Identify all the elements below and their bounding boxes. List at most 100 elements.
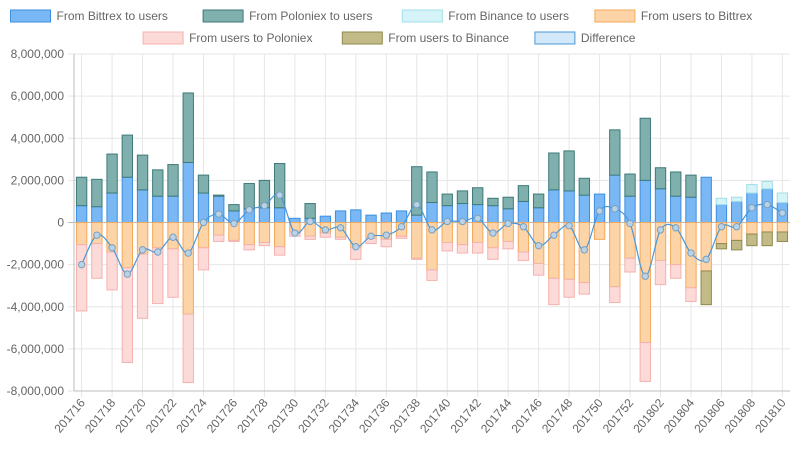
legend-label: From Poloniex to users [249, 9, 372, 23]
bar-from-users-to-poloniex [380, 238, 392, 248]
bar-from-bittrex-to-users [258, 207, 271, 224]
legend-item-from-users-to-binance: From users to Binance [341, 31, 509, 45]
series-from-poloniex-to-users [75, 92, 697, 219]
difference-point [352, 243, 360, 251]
bar-from-poloniex-to-users [136, 154, 149, 191]
bar-from-users-to-poloniex [304, 235, 316, 240]
y-tick-label: 2,000,000 [11, 173, 65, 187]
bar-from-poloniex-to-users [426, 171, 438, 203]
x-tick-label: 201736 [356, 396, 393, 436]
bar-from-bittrex-to-users [213, 195, 225, 223]
bar-from-bittrex-to-users [91, 206, 103, 223]
bar-from-bittrex-to-users [350, 209, 362, 224]
bar-from-users-to-poloniex [517, 251, 530, 261]
bar-from-bittrex-to-users [624, 195, 636, 223]
x-tick-label: 201744 [478, 396, 515, 436]
difference-point [443, 217, 451, 226]
bar-from-users-to-poloniex [228, 239, 240, 242]
difference-point [504, 219, 512, 228]
bar-from-bittrex-to-users [152, 195, 164, 223]
difference-point [565, 221, 573, 230]
x-tick-label: 201802 [630, 396, 667, 436]
x-tick-label: 201718 [82, 396, 119, 436]
legend-item-from-poloniex-to-users: From Poloniex to users [202, 9, 372, 23]
series-from-users-to-poloniex [75, 231, 697, 384]
difference-point [77, 260, 86, 269]
bar-from-users-to-poloniex [121, 267, 133, 364]
bar-from-users-to-bittrex [593, 222, 606, 240]
bar-from-users-to-poloniex [213, 234, 225, 242]
difference-point [626, 219, 634, 228]
legend-label: From users to Binance [388, 31, 509, 45]
bar-from-poloniex-to-users [532, 193, 545, 209]
bar-from-poloniex-to-users [197, 174, 210, 194]
bar-from-users-to-poloniex [441, 242, 453, 252]
bar-from-poloniex-to-users [75, 176, 88, 207]
x-tick-label: 201720 [112, 396, 149, 436]
bar-from-users-to-poloniex [487, 247, 499, 260]
bar-from-users-to-binance [731, 239, 743, 251]
bar-from-bittrex-to-users [75, 205, 88, 223]
bar-from-users-to-poloniex [258, 242, 271, 247]
difference-point [534, 241, 543, 250]
x-tick-label: 201810 [752, 396, 789, 436]
difference-point [580, 246, 589, 254]
bar-from-bittrex-to-users [563, 190, 575, 223]
bar-from-poloniex-to-users [91, 178, 103, 208]
difference-point [138, 246, 147, 254]
difference-point [108, 244, 116, 252]
bar-from-poloniex-to-users [106, 153, 118, 194]
bar-from-bittrex-to-users [670, 195, 682, 223]
difference-point [748, 204, 756, 212]
bar-from-bittrex-to-users [685, 196, 697, 224]
legend-item-from-bittrex-to-users: From Bittrex to users [10, 9, 168, 23]
bar-from-bittrex-to-users [380, 212, 392, 224]
legend-swatch [10, 9, 51, 23]
difference-point [413, 200, 421, 209]
bar-from-users-to-binance [700, 270, 712, 306]
difference-point [367, 232, 375, 240]
bar-from-poloniex-to-users [517, 185, 530, 202]
x-tick-label: 201750 [569, 396, 606, 436]
x-tick-label: 201748 [539, 396, 576, 436]
difference-point [702, 255, 710, 264]
difference-point [169, 233, 177, 241]
bar-from-poloniex-to-users [441, 193, 453, 207]
difference-point [230, 219, 238, 228]
legend-item-from-users-to-poloniex: From users to Poloniex [142, 31, 312, 45]
x-tick-label: 201742 [448, 396, 485, 436]
y-tick-label: -2,000,000 [7, 258, 65, 272]
bar-from-poloniex-to-users [487, 197, 499, 207]
bar-from-binance-to-users [761, 180, 773, 190]
y-tick-label: -4,000,000 [7, 300, 65, 314]
difference-point [763, 200, 771, 209]
difference-point [382, 231, 390, 239]
legend-item-from-users-to-bittrex: From users to Bittrex [594, 9, 752, 23]
bar-from-users-to-binance [761, 231, 773, 247]
bar-from-users-to-bittrex [700, 222, 712, 272]
bar-from-binance-to-users [776, 192, 789, 203]
difference-point [93, 231, 101, 239]
bar-from-bittrex-to-users [273, 207, 286, 224]
difference-point [550, 231, 558, 239]
y-tick-label: 8,000,000 [11, 47, 65, 61]
difference-point [260, 201, 269, 210]
bar-from-bittrex-to-users [319, 215, 332, 223]
bar-from-poloniex-to-users [228, 204, 240, 212]
bar-from-users-to-bittrex [152, 222, 164, 249]
bar-from-users-to-binance [715, 243, 728, 250]
difference-point [611, 205, 619, 213]
bar-from-bittrex-to-users [609, 174, 621, 223]
bar-from-users-to-poloniex [609, 286, 621, 304]
bar-from-users-to-poloniex [197, 247, 210, 271]
legend-swatch [534, 31, 576, 45]
difference-point [641, 272, 649, 280]
difference-point [184, 249, 192, 257]
bar-from-poloniex-to-users [563, 150, 575, 192]
bar-from-bittrex-to-users [517, 200, 530, 223]
bar-from-users-to-bittrex [258, 222, 271, 244]
difference-point [275, 191, 284, 199]
bar-from-poloniex-to-users [273, 163, 286, 209]
bar-from-users-to-poloniex [334, 236, 347, 240]
bar-from-bittrex-to-users [136, 189, 149, 223]
